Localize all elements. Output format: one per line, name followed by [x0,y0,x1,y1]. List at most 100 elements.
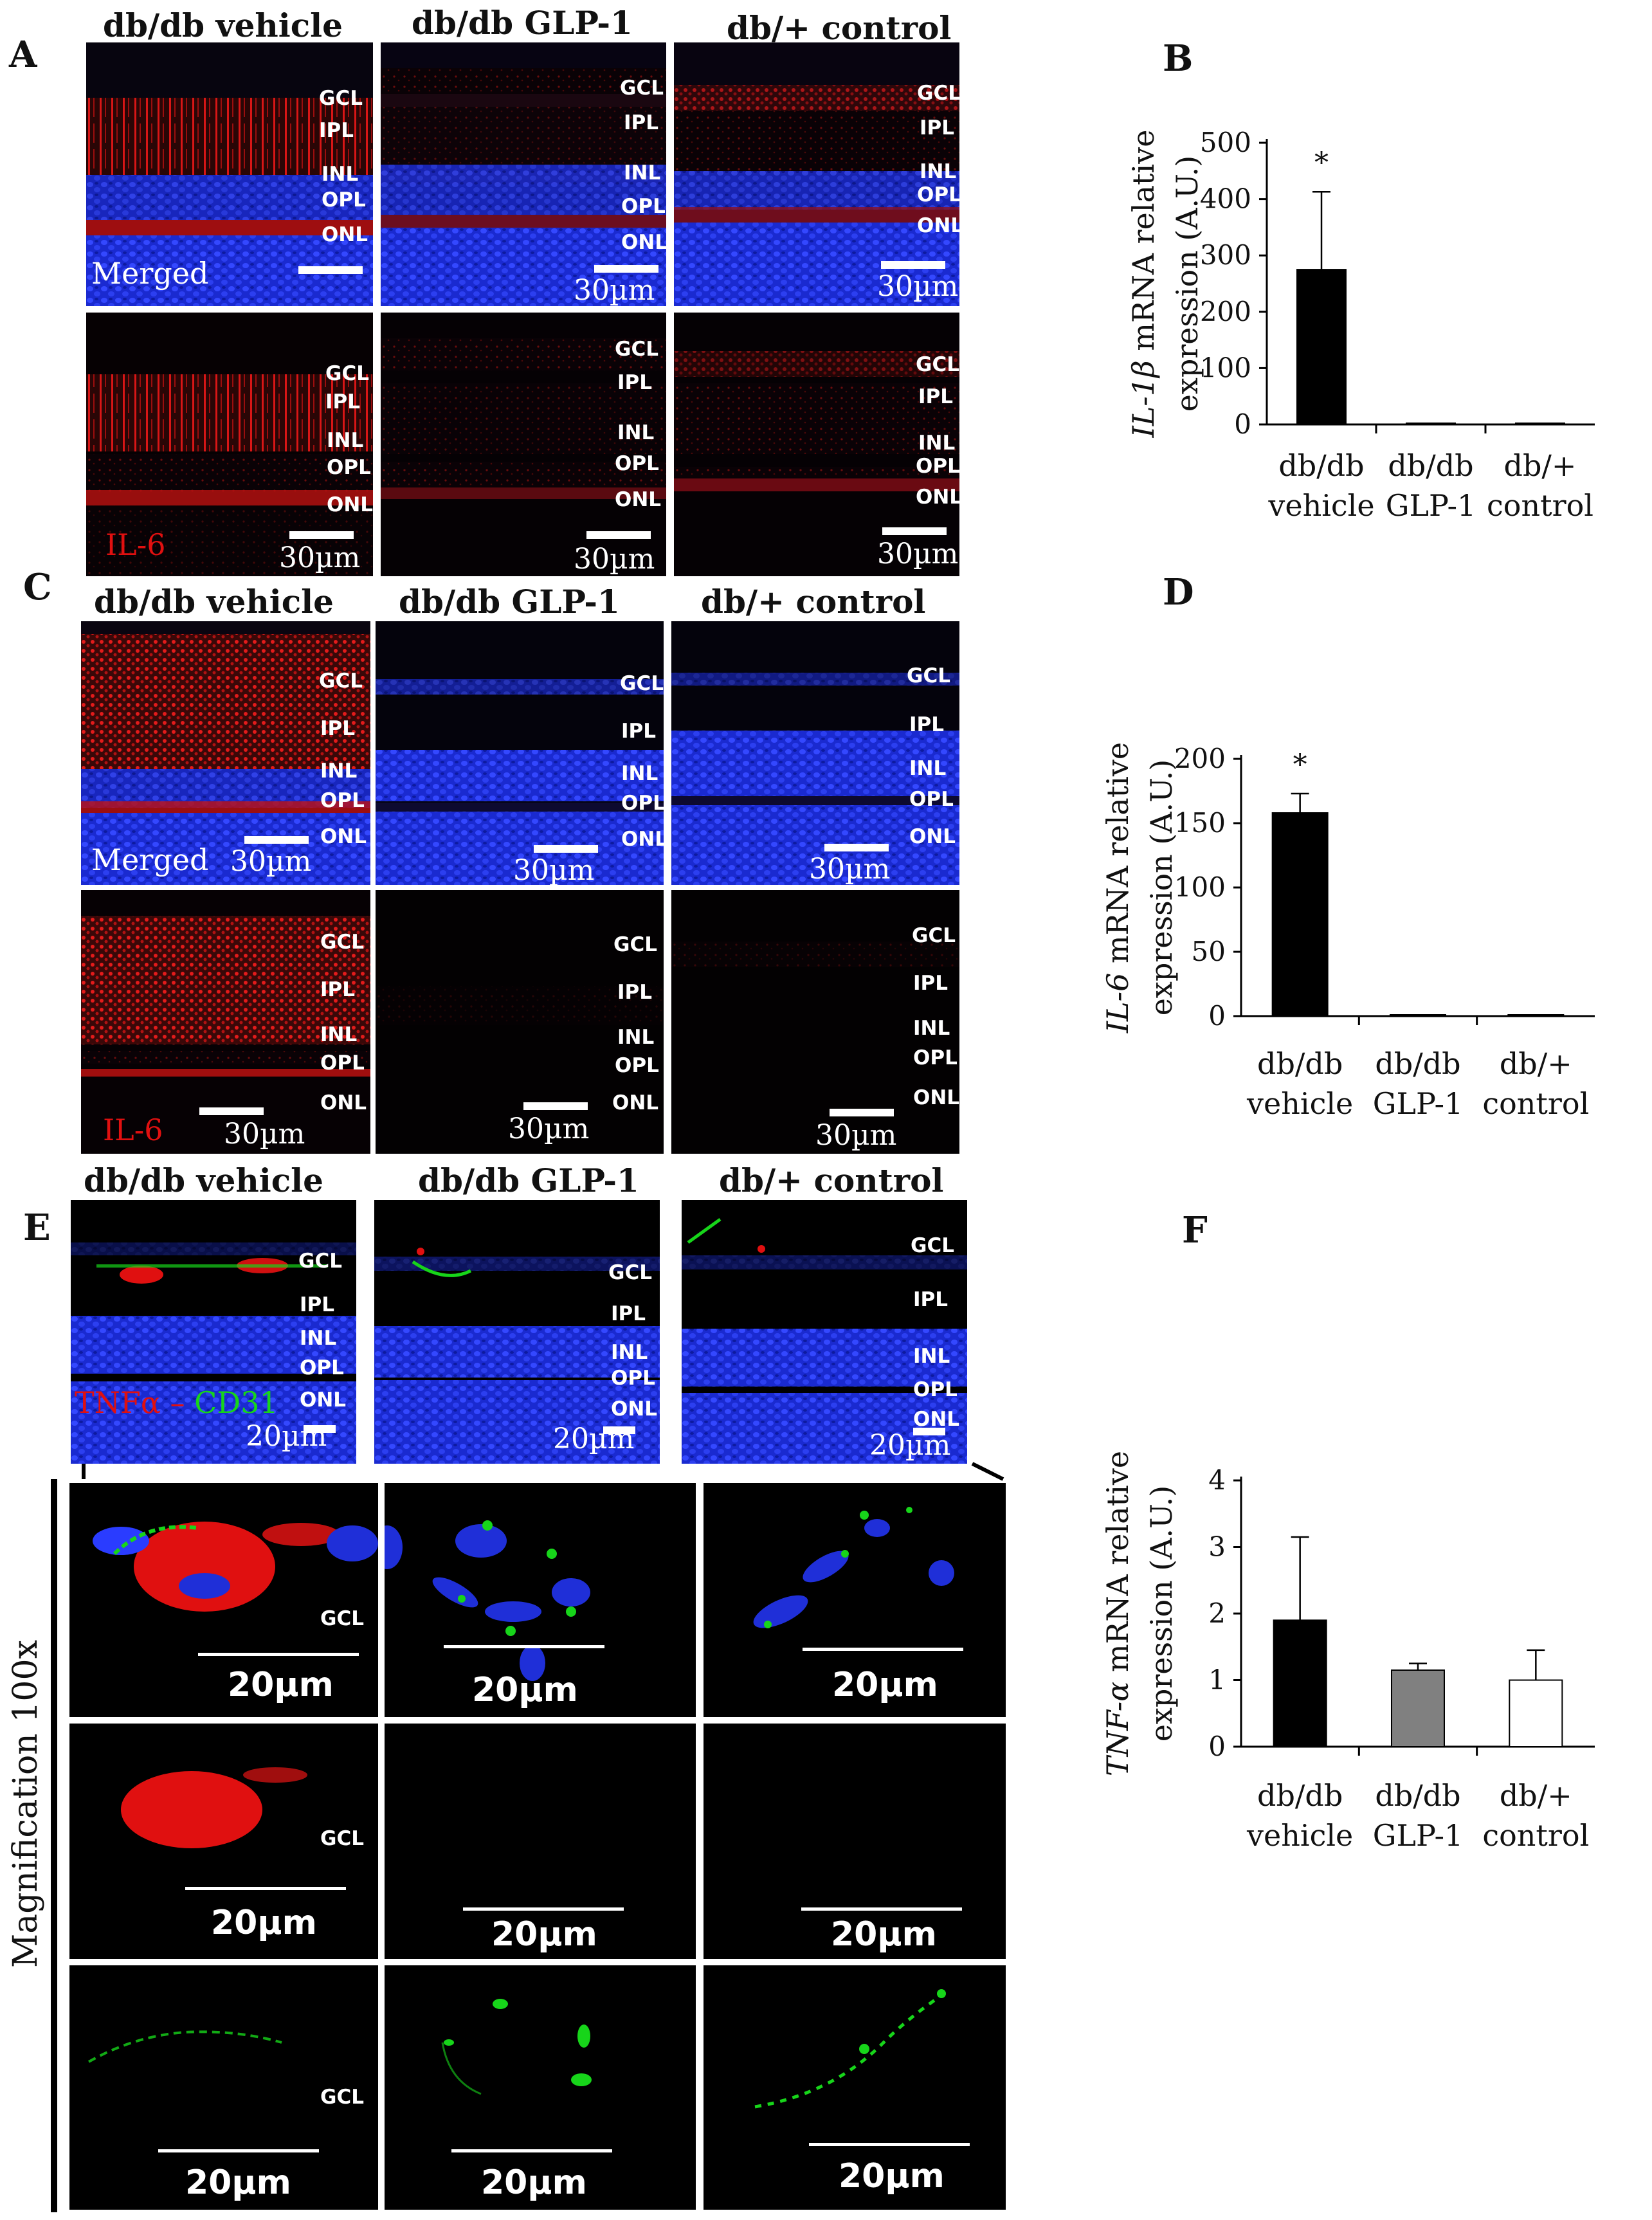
y-axis-title-line1: TNF-α mRNA relative [1100,1451,1135,1776]
y-tick-label: 2 [1208,1597,1226,1629]
layer-gcl: GCL [620,672,664,695]
y-axis-title-line2: expression (A.U.) [1144,1486,1179,1742]
layer-gcl: GCL [319,669,363,693]
layer-opl: OPL [916,455,959,478]
scale-bar [801,1907,962,1911]
micrograph-a-control-il6: GCL IPL INL OPL ONL 30µm [674,313,959,576]
y-axis-title: IL-6 mRNA relative expression (A.U.) [1100,742,1179,1033]
layer-opl: OPL [320,789,365,812]
chart-b: 0 100 200 300 400 500 * db/db vehicle db/db GLP-1 d… [1126,127,1595,523]
micrograph-c-control-il6: GCL IPL INL OPL ONL 30µm [671,890,959,1154]
x-category-label: db/db [1278,448,1364,483]
x-category-label: db/+ [1500,1778,1572,1813]
scale-text: 20µm [831,1915,937,1954]
layer-inl: INL [913,1345,950,1368]
scale-bar [824,844,889,851]
scale-bar [523,1102,588,1110]
scale-bar [199,1107,264,1115]
layer-onl: ONL [615,488,662,511]
scale-text: 30µm [877,538,959,570]
scale-text: 30µm [508,1113,590,1145]
layer-gcl: GCL [608,1261,652,1284]
layer-ipl: IPL [617,371,653,394]
layer-onl: ONL [300,1388,347,1412]
layer-gcl: GCL [912,924,956,947]
layer-inl: INL [918,432,956,455]
layer-ipl: IPL [320,717,356,740]
x-category-label: GLP-1 [1373,1818,1464,1853]
layer-opl: OPL [611,1367,655,1390]
bar [1406,423,1456,425]
magnification-label: Magnification 100x [6,1640,45,1968]
micrograph-c-glp1-merged: GCL IPL INL OPL ONL 30µm [376,621,664,885]
micrograph-a-vehicle-merged: GCL IPL INL OPL ONL Merged [86,42,373,306]
y-axis-title-line1: IL-6 mRNA relative [1100,742,1135,1033]
col-title-control-a: db/+ control [727,9,952,47]
micrograph-a-control-merged: GCL IPL INL OPL ONL 30µm [674,42,959,306]
scale-bar [298,266,363,274]
layer-ipl: IPL [624,111,659,134]
scale-text: 30µm [574,543,655,576]
x-category-label: vehicle [1267,488,1374,523]
y-tick-label: 200 [1174,743,1226,774]
x-category-label: GLP-1 [1386,488,1476,523]
micrograph-c-vehicle-il6: GCL IPL INL OPL ONL IL-6 30µm [81,890,370,1154]
y-tick-label: 150 [1174,807,1226,839]
micrograph-e-glp1-overview: GCL IPL INL OPL ONL 20µm [374,1200,660,1464]
layer-gcl: GCL [613,933,657,956]
layer-onl: ONL [327,493,373,516]
micrograph-e-control-mag-merged: 20µm [703,1483,1006,1717]
micrograph-e-vehicle-mag-cd31: GCL 20µm [69,1965,378,2210]
y-axis-title-line2: expression (A.U.) [1170,156,1204,412]
layer-gcl: GCL [320,2086,364,2109]
stain-tnfa-cd31-label: TNFα – CD31 [75,1388,278,1417]
scale-bar [603,1426,635,1434]
y-axis-title-rest: mRNA relative [1100,1451,1135,1682]
micrograph-e-control-mag-tnfa: 20µm [703,1724,1006,1959]
stain-merged-label: Merged [91,842,209,877]
scale-bar [304,1425,336,1433]
layer-inl: INL [320,1023,358,1046]
layer-opl: OPL [913,1378,958,1401]
panel-label-c: C [23,566,52,608]
scale-text: 20µm [481,2163,587,2202]
bar [1390,1014,1446,1017]
x-category-label: control [1487,488,1593,523]
y-tick-label: 100 [1174,871,1226,903]
bar [1271,812,1329,1017]
layer-inl: INL [920,160,957,183]
stain-cd31: CD31 [194,1385,278,1420]
scale-bar [534,845,598,853]
x-category-label: db/db [1257,1778,1343,1813]
scale-bar [809,2143,970,2146]
layer-opl: OPL [320,1051,365,1075]
micrograph-c-vehicle-merged: GCL IPL INL OPL ONL Merged 30µm [81,621,370,885]
y-tick-label: 100 [1200,352,1251,383]
stain-merged-label: Merged [91,256,209,291]
layer-ipl: IPL [320,978,356,1001]
scale-text: 30µm [809,853,891,885]
scale-text: 20µm [228,1666,334,1704]
y-tick-label: 400 [1200,183,1251,215]
col-title-control-e: db/+ control [719,1161,944,1199]
layer-gcl: GCL [615,338,658,361]
scale-text: 20µm [472,1671,578,1709]
scale-bar [198,1653,359,1656]
panel-label-a: A [9,33,37,76]
micrograph-e-vehicle-overview: GCL IPL INL OPL ONL TNFα – CD31 20µm [71,1200,356,1464]
y-axis-title-line2: expression (A.U.) [1144,760,1179,1016]
micrograph-e-glp1-mag-tnfa: 20µm [385,1724,696,1959]
micrograph-a-vehicle-il6: GCL IPL INL OPL ONL IL-6 30µm [86,313,373,576]
layer-gcl: GCL [325,362,369,385]
panel-label-f: F [1182,1209,1208,1251]
y-tick-label: 200 [1200,296,1251,327]
layer-opl: OPL [909,788,954,811]
layer-inl: INL [617,1026,655,1049]
col-title-control-c: db/+ control [701,583,926,621]
layer-inl: INL [624,161,661,185]
col-title-glp1-e: db/db GLP-1 [418,1161,639,1199]
layer-inl: INL [300,1327,337,1350]
y-axis-title-rest: mRNA relative [1126,130,1161,361]
x-category-label: GLP-1 [1373,1086,1464,1121]
layer-inl: INL [617,421,655,444]
